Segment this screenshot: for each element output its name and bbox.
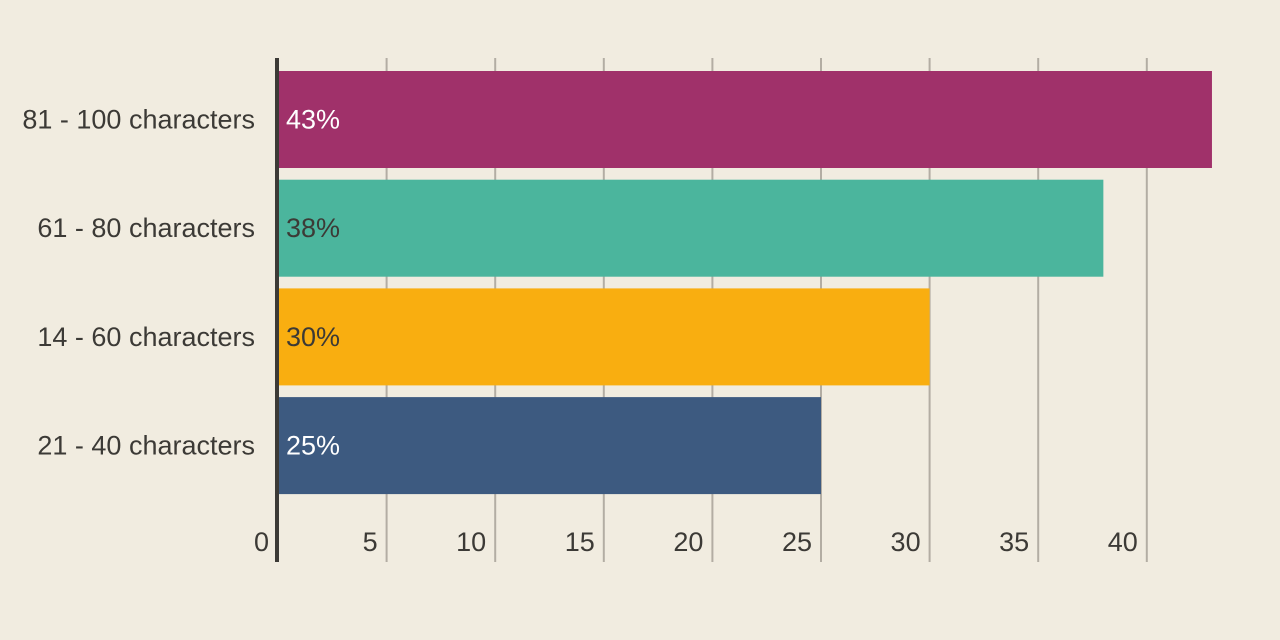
- bar-1: [278, 179, 1104, 277]
- x-tick-label: 10: [456, 527, 486, 557]
- category-labels: 81 - 100 characters 61 - 80 characters 14 …: [22, 105, 255, 461]
- x-tick-label: 35: [999, 527, 1029, 557]
- category-label: 14 - 60 characters: [37, 322, 255, 352]
- x-tick-label: 30: [891, 527, 921, 557]
- data-label: 43%: [286, 105, 340, 135]
- data-label: 30%: [286, 322, 340, 352]
- x-tick-label: 25: [782, 527, 812, 557]
- category-label: 81 - 100 characters: [22, 105, 255, 135]
- data-label: 25%: [286, 431, 340, 461]
- x-tick-label: 40: [1108, 527, 1138, 557]
- category-label: 21 - 40 characters: [37, 431, 255, 461]
- x-tick-label: 15: [565, 527, 595, 557]
- x-tick-label: 20: [673, 527, 703, 557]
- bars: [278, 71, 1212, 495]
- x-tick-label: 5: [363, 527, 378, 557]
- category-label: 61 - 80 characters: [37, 213, 255, 243]
- bar-2: [278, 288, 930, 386]
- x-tick-labels: 0 5 10 15 20 25 30 35 40: [254, 527, 1138, 557]
- bar-0: [278, 71, 1212, 168]
- x-tick-label: 0: [254, 527, 269, 557]
- bar-3: [278, 397, 821, 495]
- data-label: 38%: [286, 213, 340, 243]
- data-labels: 43% 38% 30% 25%: [286, 105, 340, 461]
